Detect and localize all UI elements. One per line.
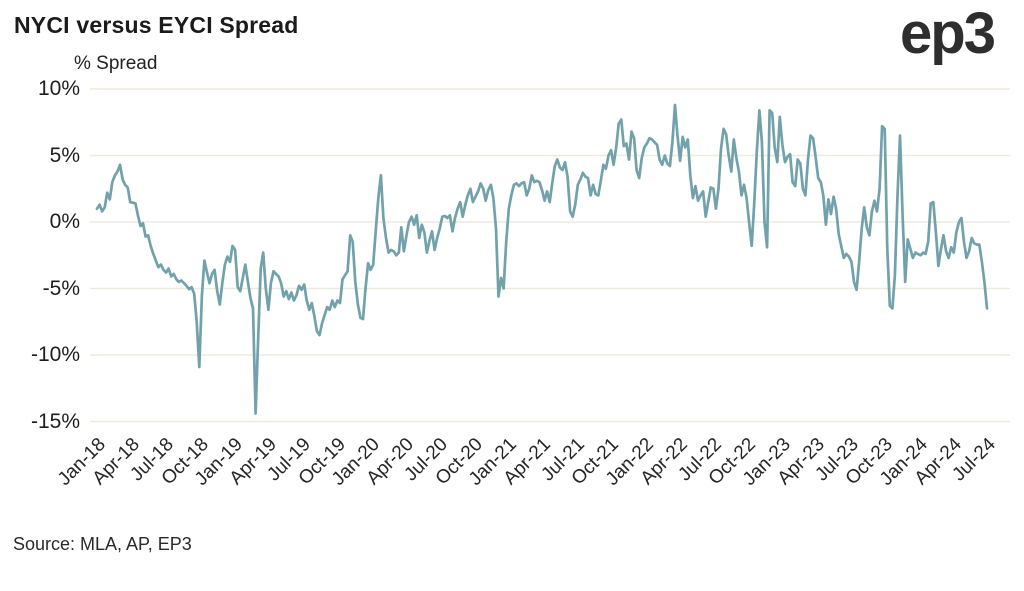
y-tick-label: -5% — [42, 276, 80, 300]
ep3-logo: ep3 — [900, 1, 996, 66]
source-note: Source: MLA, AP, EP3 — [13, 534, 192, 554]
y-tick-label: -15% — [30, 409, 80, 433]
y-tick-label: -10% — [30, 343, 80, 366]
y-axis-label: % Spread — [74, 53, 158, 74]
chart-page: { "title": "NYCI versus EYCI Spread", "l… — [13, 1, 1010, 554]
y-tick-label: 5% — [49, 143, 80, 167]
page-title: NYCI versus EYCI Spread — [14, 12, 299, 38]
spread-line-series — [95, 103, 989, 415]
y-tick-label: 0% — [49, 210, 80, 233]
spread-line-chart — [90, 88, 1010, 423]
y-tick-label: 10% — [37, 77, 80, 100]
